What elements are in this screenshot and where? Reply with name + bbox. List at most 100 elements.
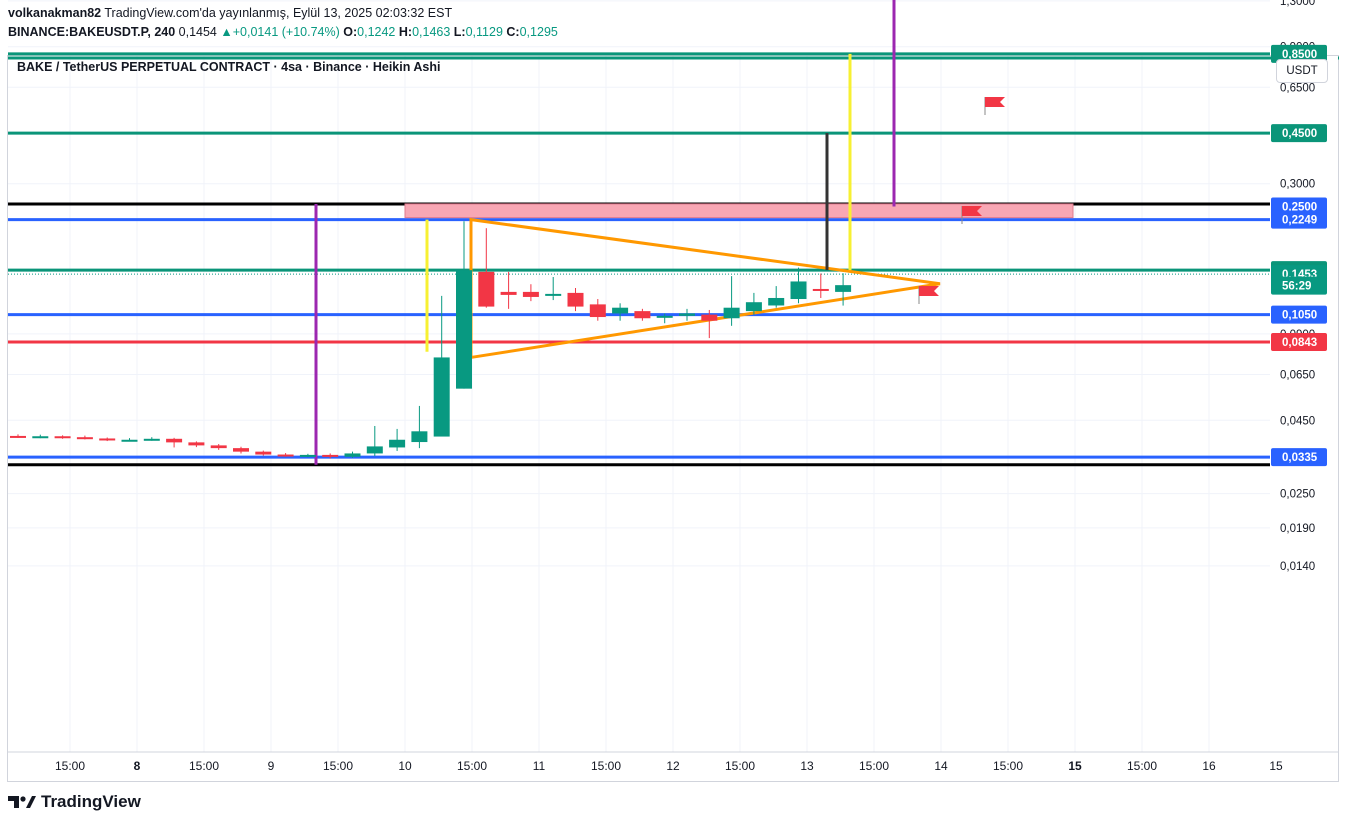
time-tick-label: 9: [268, 759, 275, 773]
price-label: 0,8500: [1282, 49, 1317, 61]
candle-body: [344, 453, 361, 457]
open-label: O:: [343, 25, 358, 39]
change-value: +0,0141 (+10.74%): [232, 25, 340, 39]
candle-body: [99, 438, 116, 441]
price-label: 0,2500: [1282, 201, 1317, 213]
close-label: C:: [506, 25, 520, 39]
time-tick-label: 8: [134, 759, 141, 773]
time-tick-label: 16: [1202, 759, 1216, 773]
last-price: 0,1454: [178, 25, 217, 39]
high-value: 0,1463: [412, 25, 451, 39]
price-tick-label: 0,0250: [1280, 489, 1315, 501]
time-tick-label: 15:00: [55, 759, 85, 773]
footer-brand: TradingView: [41, 792, 141, 811]
flag-icon: [919, 286, 939, 296]
price-label-bg: [1271, 44, 1327, 63]
time-tick-label: 15:00: [859, 759, 889, 773]
time-tick-label: 15:00: [189, 759, 219, 773]
candle-body: [768, 297, 785, 306]
candle-body: [76, 437, 93, 440]
candle-body: [835, 285, 852, 292]
price-label-bg: [1271, 210, 1327, 229]
candle-body: [456, 270, 472, 389]
chart-frame: [7, 55, 1339, 782]
candles: [10, 221, 852, 459]
candle-body: [389, 439, 406, 448]
candle-body: [545, 293, 562, 296]
time-tick-label: 13: [800, 759, 814, 773]
candle-body: [411, 431, 428, 443]
candle-body: [32, 436, 49, 439]
candle-body: [299, 454, 316, 457]
time-tick-label: 15:00: [457, 759, 487, 773]
time-tick-label: 15:00: [1127, 759, 1157, 773]
price-axis[interactable]: 2,40001,80001,30000,90000,65000,30000,15…: [1271, 0, 1338, 752]
time-axis[interactable]: 15:00 8 15:00 9 15:00 10 15:00 11 15:00 12 15:00 13…: [8, 751, 1338, 773]
chart-legend: BAKE / TetherUS PERPETUAL CONTRACT · 4sa…: [17, 60, 441, 74]
price-label: 0,1050: [1282, 310, 1317, 322]
close-value: 0,1295: [519, 25, 558, 39]
price-tick-label: 0,0140: [1280, 561, 1315, 573]
candle-body: [121, 439, 138, 442]
candle-body: [188, 442, 205, 446]
publish-info: volkanakman82 TradingView.com'da yayınla…: [8, 6, 452, 20]
candle-body: [322, 454, 339, 457]
candle-body: [54, 436, 71, 439]
time-tick-label: 15:00: [591, 759, 621, 773]
candle-body: [634, 311, 651, 319]
candle-body: [723, 307, 740, 319]
publish-date: TradingView.com'da yayınlanmış, Eylül 13…: [104, 6, 453, 20]
price-label: 56:29: [1282, 281, 1311, 293]
price-tick-label: 0,3000: [1280, 179, 1315, 191]
price-label: 0,4500: [1282, 128, 1317, 140]
flag-icon: [985, 97, 1005, 107]
high-label: H:: [398, 25, 413, 39]
candle-body: [589, 304, 606, 318]
candle-body: [277, 454, 294, 457]
candle-body: [233, 448, 249, 452]
grid: [8, 0, 1277, 752]
candle-body: [745, 302, 762, 312]
price-label: 0,0843: [1282, 337, 1317, 349]
time-tick-label: 15:00: [993, 759, 1023, 773]
time-tick-label: 10: [398, 759, 412, 773]
price-label-bg: [1271, 448, 1327, 467]
candle-body: [433, 357, 450, 437]
triangle-pattern: [469, 217, 941, 360]
change-up-icon: ▲: [220, 25, 233, 39]
ohlc-header: BINANCE:BAKEUSDT.P, 240 0,1454 ▲+0,0141 …: [8, 25, 558, 39]
candle-body: [366, 446, 383, 454]
price-tick-label: 0,6500: [1280, 82, 1315, 94]
price-axis-bg: [1271, 56, 1338, 752]
candle-body: [210, 445, 227, 449]
time-tick-label: 12: [666, 759, 680, 773]
price-label-bg: [1271, 276, 1327, 295]
price-tick-label: 0,0650: [1280, 369, 1315, 381]
candle-body: [522, 291, 539, 297]
candle-body: [790, 281, 807, 300]
currency-unit-button[interactable]: USDT: [1276, 59, 1328, 83]
price-label: 0,2249: [1282, 215, 1317, 227]
price-label-bg: [1271, 305, 1327, 324]
candle-body: [612, 307, 629, 314]
price-tick-label: 0,0190: [1280, 523, 1315, 535]
price-tick-label: 0,0450: [1280, 415, 1315, 427]
candle-body: [679, 313, 695, 316]
low-value: 0,1129: [465, 25, 503, 39]
candle-body: [567, 292, 584, 307]
time-tick-label: 15:00: [323, 759, 353, 773]
flag-icon: [962, 206, 982, 216]
resistance-zone: [404, 203, 1074, 219]
candle-body: [812, 288, 829, 291]
author-name[interactable]: volkanakman82: [8, 6, 102, 20]
candle-body: [656, 315, 673, 318]
drawings: [314, 0, 1074, 465]
candle-body: [166, 438, 183, 443]
time-tick-label: 15: [1068, 759, 1082, 773]
tradingview-logo[interactable]: TradingView: [8, 792, 141, 812]
candle-body: [255, 451, 272, 455]
candle-body: [143, 438, 160, 441]
candle-body: [701, 314, 718, 321]
symbol-label: BINANCE:BAKEUSDT.P, 240: [8, 25, 176, 39]
